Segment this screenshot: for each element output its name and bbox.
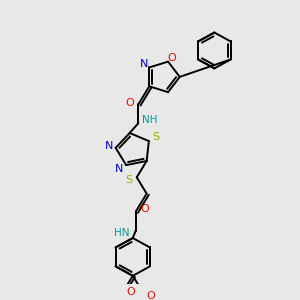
Text: N: N [115,164,123,174]
Text: O: O [140,204,149,214]
Text: N: N [104,141,113,151]
Text: HN: HN [114,228,130,238]
Text: O: O [125,98,134,108]
Text: N: N [140,59,148,69]
Text: S: S [125,175,132,185]
Text: O: O [126,287,135,297]
Text: S: S [152,132,159,142]
Text: NH: NH [142,115,158,125]
Text: O: O [146,291,155,300]
Text: O: O [168,53,176,63]
